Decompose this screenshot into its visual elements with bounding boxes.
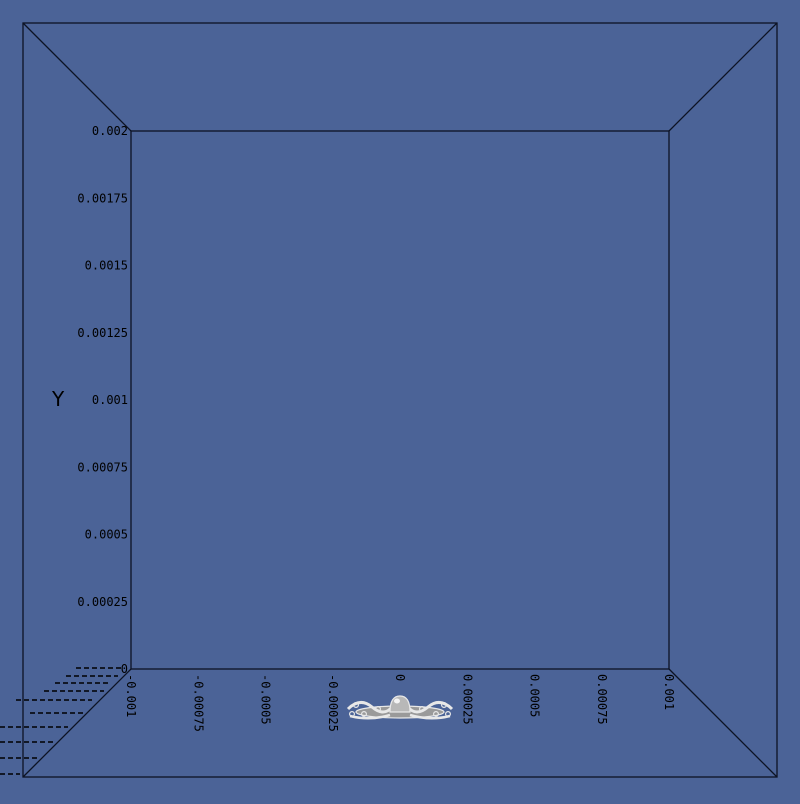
y-tick-label: 0.0015 bbox=[85, 259, 128, 273]
x-tick-label: 0.00025 bbox=[460, 674, 474, 725]
rendered-object bbox=[346, 695, 454, 720]
x-tick-label: 0.0005 bbox=[528, 674, 542, 717]
y-tick-label: 0 bbox=[121, 662, 128, 676]
outer-frame bbox=[22, 22, 778, 778]
object-left-arm bbox=[346, 701, 394, 714]
y-tick-label: 0.00125 bbox=[77, 326, 128, 340]
x-tick-label: -0.00025 bbox=[326, 674, 340, 732]
x-tick-label: -0.001 bbox=[124, 674, 138, 717]
y-tick-label: 0.00025 bbox=[77, 595, 128, 609]
inner-frame bbox=[130, 130, 670, 670]
y-tick-label: 0.001 bbox=[92, 393, 128, 407]
object-right-arm bbox=[406, 701, 454, 714]
object-detail-loop bbox=[349, 710, 356, 717]
floor-tick-marks bbox=[0, 667, 124, 775]
object-detail-loop bbox=[445, 710, 452, 717]
x-tick-label: 0.00075 bbox=[595, 674, 609, 725]
bounding-box-frame bbox=[22, 22, 778, 778]
x-tick-label: -0.00075 bbox=[191, 674, 205, 732]
y-tick-label: 0.00175 bbox=[77, 191, 128, 205]
x-tick-label: -0.0005 bbox=[259, 674, 273, 725]
object-dome-highlight bbox=[394, 698, 400, 704]
object-right-lower-arm bbox=[409, 713, 451, 720]
object-dome bbox=[389, 695, 411, 713]
object-detail-loop bbox=[353, 701, 360, 708]
x-tick-label: 0.001 bbox=[662, 674, 676, 710]
y-axis-title: Y bbox=[51, 387, 65, 411]
depth-edge-4 bbox=[668, 668, 778, 778]
x-axis-ticks: -0.001 -0.00075 -0.0005 -0.00025 0 0.00025 0.0… bbox=[124, 674, 676, 732]
y-tick-label: 0.002 bbox=[92, 124, 128, 138]
x-tick-label: 0 bbox=[393, 674, 407, 681]
object-detail-loop bbox=[375, 705, 382, 712]
depth-edge-1 bbox=[22, 22, 132, 132]
y-tick-label: 0.0005 bbox=[85, 528, 128, 542]
y-axis-ticks: 0 0.00025 0.0005 0.00075 0.001 0.00125 0.0015 0… bbox=[77, 124, 128, 676]
object-detail-loop bbox=[361, 710, 368, 717]
object-detail-loop bbox=[419, 705, 426, 712]
y-tick-label: 0.00075 bbox=[77, 460, 128, 474]
depth-edge-3 bbox=[22, 668, 132, 778]
object-left-lower-arm bbox=[349, 713, 391, 720]
object-detail-loop bbox=[441, 701, 448, 708]
object-detail-loop bbox=[433, 710, 440, 717]
depth-edge-2 bbox=[668, 22, 778, 132]
